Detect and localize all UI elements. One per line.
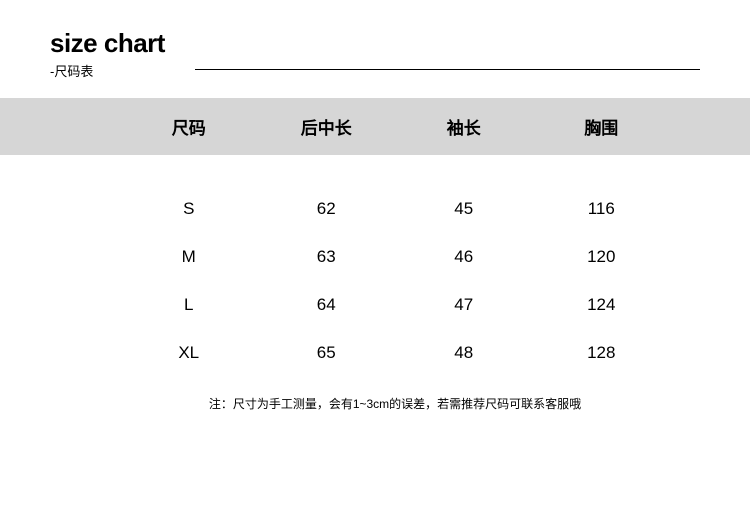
table-row: S 62 45 116: [120, 185, 670, 233]
table-row: L 64 47 124: [120, 281, 670, 329]
cell-back-length: 64: [258, 295, 396, 315]
col-header-bust: 胸围: [533, 114, 671, 139]
header-divider: [195, 69, 700, 70]
table-row: M 63 46 120: [120, 233, 670, 281]
title-block: size chart -尺码表: [50, 28, 165, 80]
cell-sleeve-length: 48: [395, 343, 533, 363]
cell-sleeve-length: 45: [395, 199, 533, 219]
cell-size: XL: [120, 343, 258, 363]
cell-back-length: 65: [258, 343, 396, 363]
table-row: XL 65 48 128: [120, 329, 670, 377]
col-header-sleeve-length: 袖长: [395, 114, 533, 139]
cell-size: L: [120, 295, 258, 315]
cell-bust: 128: [533, 343, 671, 363]
cell-back-length: 63: [258, 247, 396, 267]
title-english: size chart: [50, 28, 165, 59]
cell-sleeve-length: 47: [395, 295, 533, 315]
cell-size: M: [120, 247, 258, 267]
title-chinese: -尺码表: [50, 61, 165, 80]
cell-back-length: 62: [258, 199, 396, 219]
table-header-row: 尺码 后中长 袖长 胸围: [0, 98, 750, 155]
cell-bust: 120: [533, 247, 671, 267]
cell-bust: 124: [533, 295, 671, 315]
cell-bust: 116: [533, 199, 671, 219]
col-header-back-length: 后中长: [258, 114, 396, 139]
cell-size: S: [120, 199, 258, 219]
cell-sleeve-length: 46: [395, 247, 533, 267]
col-header-size: 尺码: [120, 114, 258, 139]
table-body: S 62 45 116 M 63 46 120 L 64 47 124 XL 6…: [0, 155, 750, 422]
header: size chart -尺码表: [0, 0, 750, 98]
footnote-text: 注：尺寸为手工测量，会有1~3cm的误差，若需推荐尺码可联系客服哦: [120, 395, 670, 412]
